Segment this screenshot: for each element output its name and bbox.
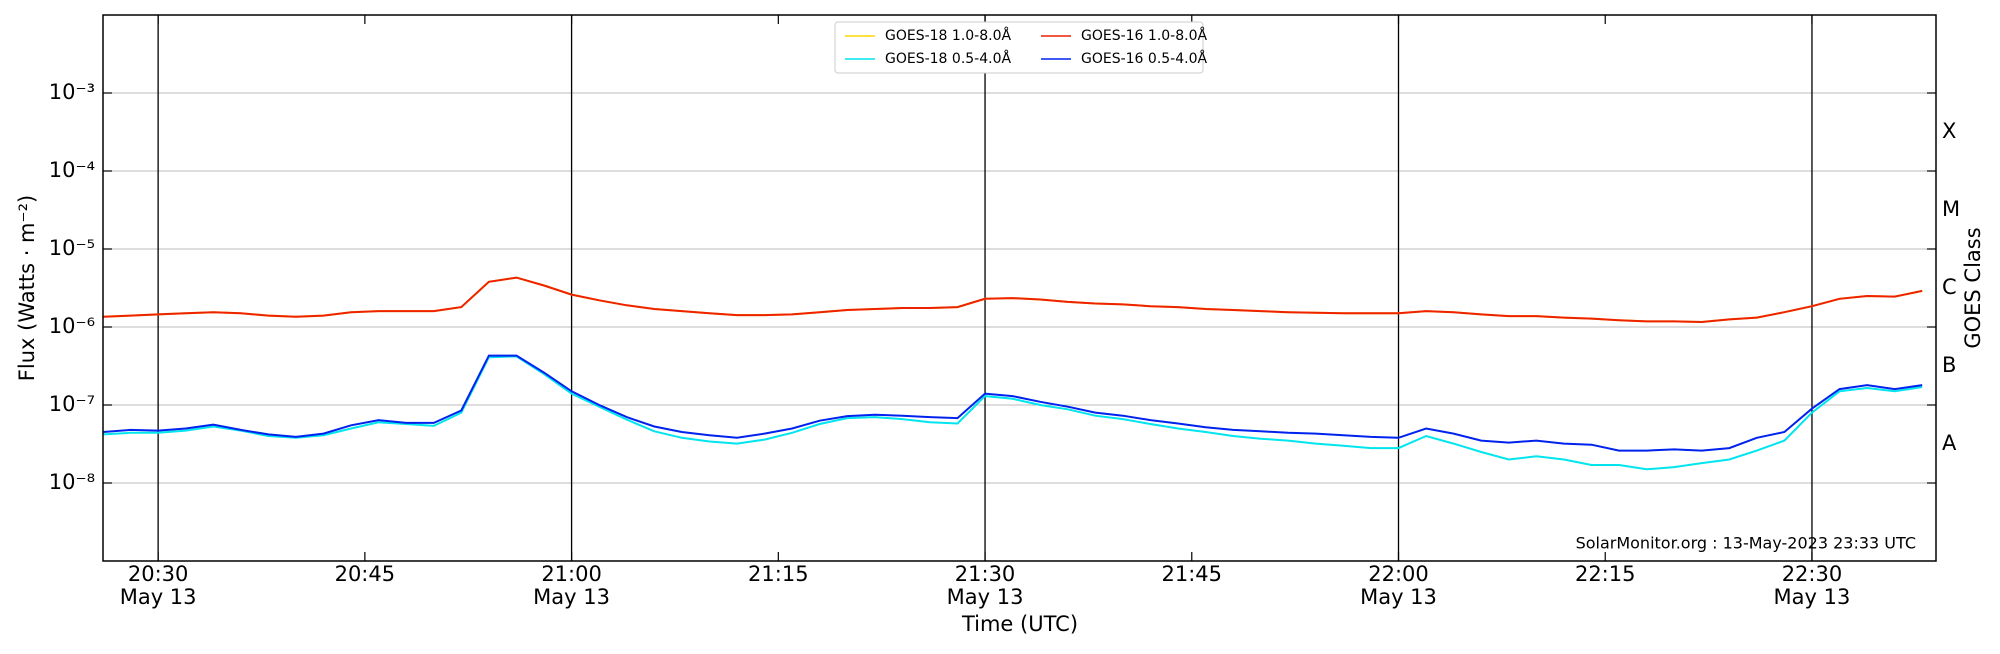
- x-tick-label: 21:45: [1162, 562, 1223, 586]
- y-tick-label: 10⁻⁴: [49, 158, 95, 182]
- y-tick-label: 10⁻⁵: [49, 236, 95, 260]
- x-tick-date: May 13: [120, 585, 197, 609]
- y-tick-label: 10⁻⁶: [49, 314, 95, 338]
- x-tick-date: May 13: [1360, 585, 1437, 609]
- legend-label: GOES-16 1.0-8.0Å: [1081, 27, 1207, 44]
- legend-box: [834, 21, 1204, 74]
- series-line: [103, 276, 1923, 324]
- x-tick-label: 20:30: [128, 562, 189, 586]
- series-line: [103, 276, 1923, 324]
- x-tick-label: 22:00: [1368, 562, 1429, 586]
- y-axis-label: Flux (Watts · m⁻²): [15, 195, 39, 381]
- class-label: A: [1942, 431, 1957, 455]
- x-tick-label: 21:30: [955, 562, 1016, 586]
- series-line: [103, 354, 1923, 452]
- y-tick-label: 10⁻³: [49, 80, 95, 104]
- legend-label: GOES-16 0.5-4.0Å: [1081, 50, 1207, 67]
- x-tick-date: May 13: [947, 585, 1024, 609]
- legend-label: GOES-18 1.0-8.0Å: [885, 27, 1011, 44]
- x-tick-label: 22:15: [1575, 562, 1636, 586]
- y-tick-label: 10⁻⁸: [49, 470, 95, 494]
- x-tick-label: 21:15: [748, 562, 809, 586]
- series-line: [103, 355, 1923, 471]
- plot-frame: [102, 14, 1937, 562]
- class-label: X: [1942, 119, 1956, 143]
- y2-axis-label: GOES Class: [1961, 227, 1985, 348]
- footer: SolarMonitor.org : 13-May-2023 23:33 UTC: [1576, 534, 1916, 553]
- class-label: M: [1942, 197, 1960, 221]
- x-tick-label: 20:45: [335, 562, 396, 586]
- y-tick-label: 10⁻⁷: [49, 392, 95, 416]
- x-tick-date: May 13: [1774, 585, 1851, 609]
- x-tick-label: 22:30: [1782, 562, 1843, 586]
- legend-label: GOES-18 0.5-4.0Å: [885, 50, 1011, 67]
- x-tick-label: 21:00: [541, 562, 602, 586]
- x-tick-date: May 13: [533, 585, 610, 609]
- class-label: B: [1942, 353, 1956, 377]
- x-axis-label: Time (UTC): [961, 612, 1078, 636]
- legend: GOES-18 1.0-8.0Å GOES-18 0.5-4.0Å GOES-16 …: [834, 21, 1207, 74]
- class-label: C: [1942, 275, 1957, 299]
